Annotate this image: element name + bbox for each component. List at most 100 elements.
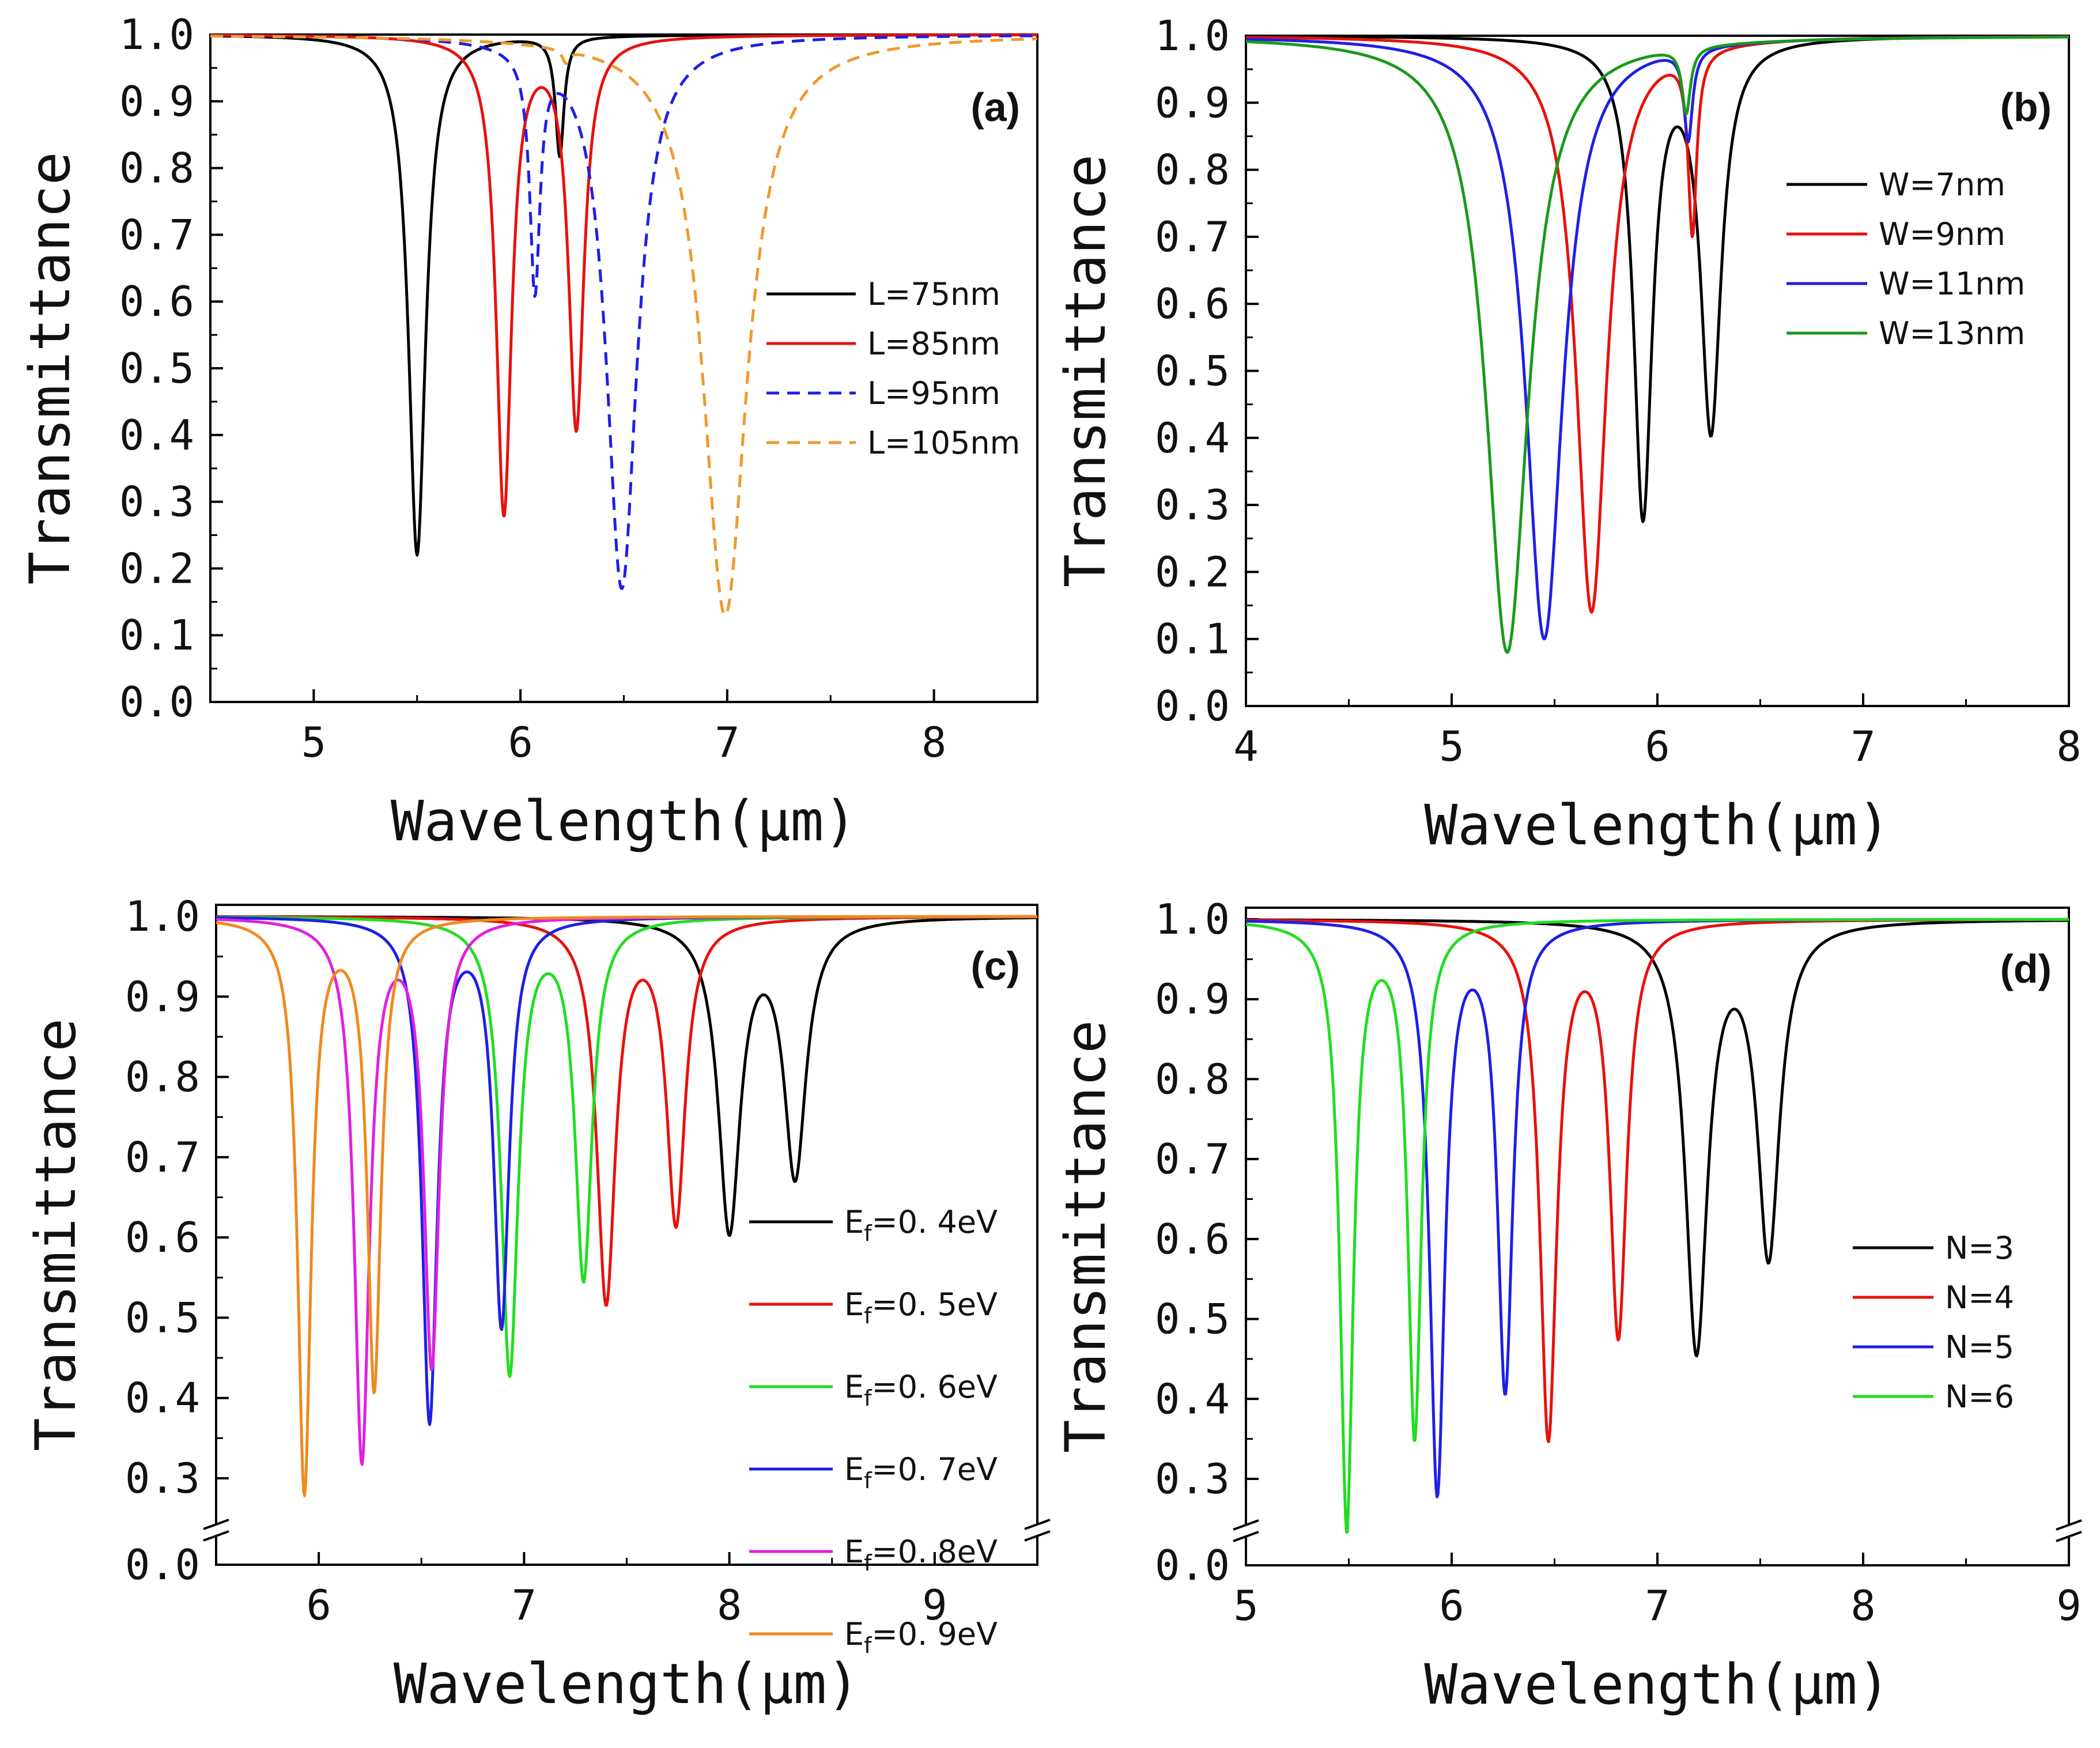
x-tick-label: 6 <box>508 718 532 767</box>
y-tick-label: 0.6 <box>1155 280 1230 328</box>
panel-label: (b) <box>2000 85 2052 130</box>
legend-label: W=11nm <box>1879 266 2025 302</box>
y-tick-label: 0.1 <box>1155 615 1230 663</box>
x-tick-label: 8 <box>717 1581 742 1629</box>
legend-label: N=4 <box>1945 1279 2014 1316</box>
axis-break-mark <box>1233 1519 1259 1531</box>
legend-label: L=75nm <box>867 276 1000 312</box>
y-axis-title: Transmittance <box>18 152 82 584</box>
y-tick-label: 0.7 <box>125 1133 200 1181</box>
y-tick-label: 0.4 <box>1155 1375 1230 1423</box>
y-tick-label: 1.0 <box>119 10 194 59</box>
x-tick-label: 7 <box>715 718 739 767</box>
x-tick-label: 8 <box>921 718 946 767</box>
panel-label: (a) <box>970 85 1020 130</box>
y-tick-label: 1.0 <box>1155 895 1230 943</box>
y-tick-label: 0.5 <box>119 344 194 392</box>
legend: W=7nm W=9nm W=11nm W=13nm <box>1786 167 2025 352</box>
y-tick-label: 0.8 <box>1155 1055 1230 1103</box>
y-tick-label: 0.9 <box>125 972 200 1021</box>
y-tick-label: 0.1 <box>119 611 194 659</box>
series-line-6 <box>216 915 1037 1497</box>
y-tick-label: 0.6 <box>119 277 194 326</box>
legend-label: W=7nm <box>1879 167 2005 203</box>
x-tick-label: 6 <box>1645 722 1670 771</box>
axis-break-mark <box>203 1519 229 1530</box>
x-tick-label: 6 <box>1439 1581 1464 1630</box>
panel-label: (d) <box>2000 946 2052 991</box>
legend-label: Ef=0. 5eV <box>844 1286 998 1328</box>
y-tick-label: 0.0 <box>1155 682 1230 730</box>
y-axis-title: Transmittance <box>1053 154 1118 587</box>
y-tick-label: 0.6 <box>1155 1215 1230 1263</box>
y-axis-title: Transmittance <box>1053 1020 1118 1453</box>
x-axis-title: Wavelength(μm) <box>394 1652 860 1716</box>
plot-frame <box>209 33 1038 703</box>
legend-label: W=13nm <box>1879 315 2025 352</box>
panel-d: 5 6 7 8 90.00.30.40.50.60.70.80.91.0N=3N=4N=… <box>1053 895 2082 1717</box>
series-line-4 <box>1246 918 2069 1534</box>
panel-b: 4 5 6 7 8 0.0 0.1 0.2 0.3 0.4 0.5 0.6 0.7 0.8 0.9 1.0 W=… <box>1053 12 2082 858</box>
y-tick-label: 0.5 <box>125 1293 200 1342</box>
legend-label: Ef=0. 6eV <box>844 1369 998 1411</box>
y-tick-label: 1.0 <box>125 892 200 941</box>
legend-label: Ef=0. 8eV <box>844 1534 998 1576</box>
y-tick-label: 0.0 <box>125 1541 200 1589</box>
y-tick-label: 0.4 <box>1155 414 1230 462</box>
legend-label: Ef=0. 9eV <box>844 1616 998 1658</box>
series-line-2 <box>216 915 1037 1307</box>
y-tick-label: 0.0 <box>1155 1541 1230 1590</box>
x-axis-title: Wavelength(μm) <box>391 789 857 854</box>
axis-break-mark <box>2056 1519 2082 1531</box>
panel-c: 6 7 8 9 0.0 0.3 0.4 0.5 0.6 0.7 0.8 0.9 1.0 Ef=0. 4eV… <box>24 892 1051 1716</box>
series-line-1 <box>1246 918 2069 1358</box>
series-line-4 <box>1246 35 2069 654</box>
legend-label: L=105nm <box>867 425 1020 461</box>
legend-label: N=6 <box>1945 1379 2014 1415</box>
x-axis-title: Wavelength(μm) <box>1424 1652 1890 1717</box>
series-line-1 <box>216 915 1037 1237</box>
x-tick-label: 8 <box>2056 722 2081 771</box>
legend-label: N=3 <box>1945 1230 2014 1266</box>
axis-break-mark <box>203 1530 229 1542</box>
x-tick-label: 9 <box>922 1581 947 1629</box>
x-tick-label: 4 <box>1233 722 1258 771</box>
y-tick-label: 0.5 <box>1155 1295 1230 1343</box>
axis-break-mark <box>1024 1519 1051 1530</box>
series-group <box>1246 918 2069 1534</box>
y-tick-label: 0.3 <box>1155 1455 1230 1503</box>
legend-label: Ef=0. 7eV <box>844 1451 998 1493</box>
panel-label: (c) <box>970 943 1020 988</box>
legend: N=3 N=4 N=5 N=6 <box>1853 1230 2014 1415</box>
x-tick-label: 5 <box>1233 1581 1258 1630</box>
y-tick-label: 1.0 <box>1155 12 1230 60</box>
y-tick-label: 0.3 <box>119 478 194 526</box>
y-tick-label: 0.2 <box>1155 548 1230 596</box>
axis-break-mark <box>1233 1531 1259 1542</box>
y-tick-label: 0.9 <box>1155 78 1230 127</box>
x-tick-label: 7 <box>1645 1581 1670 1630</box>
x-tick-label: 7 <box>1850 722 1875 771</box>
series-line-2 <box>210 33 1037 518</box>
legend: Ef=0. 4eV Ef=0. 5eV Ef=0. 6eV Ef=0. 7eV Ef=0… <box>749 1204 998 1658</box>
legend-label: W=9nm <box>1879 216 2005 252</box>
legend-label: L=85nm <box>867 326 1000 362</box>
y-tick-label: 0.7 <box>1155 1135 1230 1183</box>
y-tick-label: 0.2 <box>119 544 194 592</box>
y-tick-label: 0.4 <box>119 411 194 459</box>
y-tick-label: 0.4 <box>125 1374 200 1422</box>
series-line-3 <box>210 34 1037 590</box>
plot-frame <box>1245 35 2070 707</box>
x-tick-label: 7 <box>512 1581 537 1629</box>
y-tick-label: 0.5 <box>1155 347 1230 395</box>
y-tick-label: 0.3 <box>125 1454 200 1502</box>
x-tick-label: 8 <box>1850 1581 1875 1630</box>
series-group <box>1246 35 2069 654</box>
y-axis-title: Transmittance <box>24 1018 88 1451</box>
legend: L=75nm L=85nm L=95nm L=105nm <box>766 276 1020 461</box>
x-axis-title: Wavelength(μm) <box>1424 793 1890 858</box>
legend-label: Ef=0. 4eV <box>844 1204 998 1246</box>
x-tick-label: 6 <box>306 1581 331 1629</box>
y-tick-label: 0.8 <box>119 144 194 192</box>
legend-label: N=5 <box>1945 1329 2014 1365</box>
